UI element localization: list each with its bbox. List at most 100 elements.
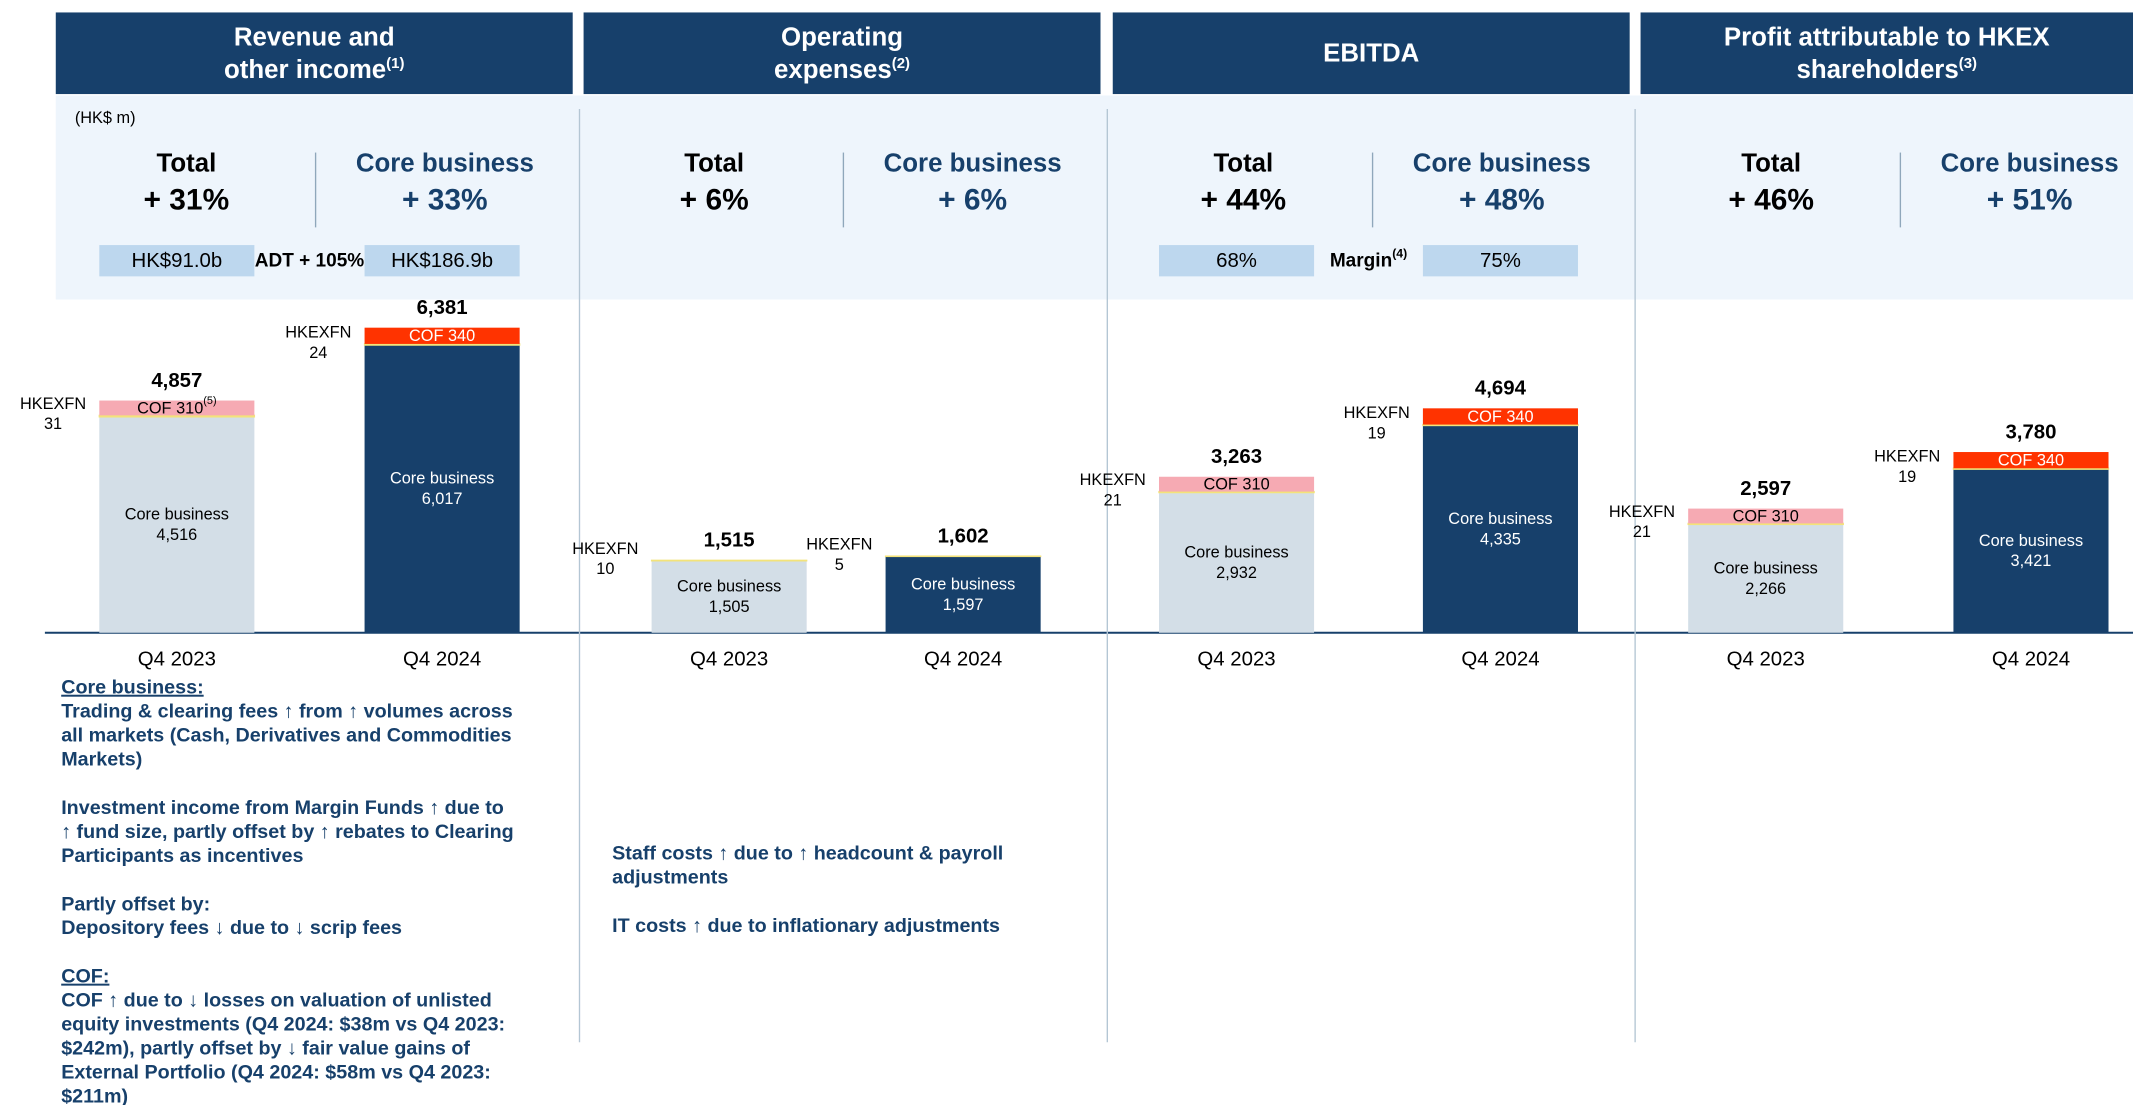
comparison-box [1159, 245, 1315, 277]
x-tick-label: Q4 2023 [138, 648, 216, 670]
total-label: 6,381 [417, 297, 468, 319]
bar-segment [364, 327, 520, 344]
segment-label: COF 340 [1998, 452, 2064, 470]
bar-segment [1688, 508, 1844, 524]
note-line: IT costs ↑ due to inflationary adjustmen… [612, 915, 1000, 937]
segment-name: COF [1203, 476, 1237, 494]
segment-value: 1,597 [943, 596, 984, 614]
segment-label: COF 310 [1733, 508, 1799, 526]
segment-label: COF 340 [1467, 408, 1533, 426]
comparison-label: Margin(4) [1330, 247, 1407, 272]
note-heading: COF: [61, 966, 109, 988]
note-line: External Portfolio (Q4 2024: $58m vs Q4 … [61, 1061, 491, 1083]
hkexfn-value: 19 [1898, 468, 1916, 486]
hkexfn-value: 24 [309, 344, 327, 362]
hkexfn-label: HKEXFN [806, 536, 872, 554]
note-line: Markets) [61, 749, 142, 771]
total-label: 4,694 [1475, 378, 1527, 400]
note-line: equity investments (Q4 2024: $38m vs Q4 … [61, 1014, 505, 1036]
segment-name: COF [1733, 508, 1767, 526]
segment-label: COF 340 [409, 327, 475, 345]
footnote-ref: (1) [386, 55, 404, 72]
segment-value: 340 [448, 327, 475, 345]
x-tick-label: Q4 2024 [1461, 648, 1539, 670]
segment-value: 4,516 [156, 526, 197, 544]
panel-title: shareholders(3) [1797, 55, 1978, 84]
metric-value: + 44% [1201, 183, 1287, 216]
segment-value: 6,017 [422, 490, 463, 508]
footnote-ref: (3) [1959, 55, 1977, 72]
footnote-ref: (2) [892, 55, 910, 72]
segment-name: COF [1998, 452, 2032, 470]
hkexfn-value: 21 [1633, 523, 1651, 541]
metric-value: + 33% [402, 183, 488, 216]
hkexfn-value: 10 [596, 560, 614, 578]
segment-name: COF [409, 327, 443, 345]
metric-value: + 31% [144, 183, 230, 216]
segment-value: 2,932 [1216, 564, 1257, 582]
note-line: Investment income from Margin Funds ↑ du… [61, 797, 504, 819]
total-label: 3,780 [2005, 421, 2056, 443]
panel-title-line: Profit attributable to HKEX [1724, 23, 2050, 51]
segment-value: 1,505 [709, 598, 750, 616]
hkexfn-label: HKEXFN [1874, 448, 1940, 466]
note-line: ↑ fund size, partly offset by ↑ rebates … [61, 821, 514, 843]
unit-label: (HK$ m) [75, 109, 136, 127]
segment-label: Core business [1979, 532, 2083, 550]
comparison-box [1422, 245, 1578, 277]
metric-label: Total [1213, 150, 1273, 178]
metric-value: + 48% [1459, 183, 1545, 216]
segment-value: 310 [176, 400, 203, 418]
bar-segment [99, 400, 255, 416]
panel-header [583, 12, 1101, 95]
segment-value: 340 [1506, 408, 1533, 426]
comparison-box [99, 245, 255, 277]
note-line: Depository fees ↓ due to ↓ scrip fees [61, 917, 402, 939]
segment-label: Core business [1448, 510, 1552, 528]
total-label: 1,515 [704, 530, 755, 552]
comparison-box [364, 245, 520, 277]
hkexfn-value: 21 [1104, 491, 1122, 509]
note-line: Participants as incentives [61, 845, 303, 867]
note-heading: Core business: [61, 677, 203, 699]
comparison-value: 68% [1216, 250, 1257, 272]
x-tick-label: Q4 2023 [1727, 648, 1805, 670]
total-label: 3,263 [1211, 446, 1262, 468]
note-line: $211m) [61, 1085, 128, 1105]
bar-segment [364, 345, 520, 633]
note-line: Partly offset by: [61, 893, 210, 915]
panel-title: Revenue and [234, 23, 395, 51]
panel-title-line: Revenue and [234, 23, 395, 51]
note-line: $242m), partly offset by ↓ fair value ga… [61, 1037, 470, 1059]
hkexfn-label: HKEXFN [572, 540, 638, 558]
x-tick-label: Q4 2023 [690, 648, 768, 670]
segment-label: COF 310(5) [137, 395, 217, 418]
panel-title: Profit attributable to HKEX [1724, 23, 2050, 51]
panel-title-line: expenses [774, 56, 892, 84]
bar-segment [885, 556, 1041, 633]
bar-segment [1422, 408, 1578, 425]
x-tick-label: Q4 2023 [1197, 648, 1275, 670]
panel-header [1640, 12, 2133, 95]
segment-value: 3,421 [2011, 552, 2052, 570]
bar-segment [1159, 492, 1315, 633]
metric-label: Core business [884, 150, 1062, 178]
panel-title: EBITDA [1323, 39, 1419, 67]
bar-segment [1953, 452, 2109, 469]
segment-value: 310 [1772, 508, 1799, 526]
metric-value: + 6% [680, 183, 749, 216]
footnote-ref: (5) [203, 395, 216, 407]
segment-label: Core business [390, 470, 494, 488]
x-tick-label: Q4 2024 [403, 648, 481, 670]
panel-title-line: shareholders [1797, 56, 1959, 84]
hkexfn-value: 19 [1368, 424, 1386, 442]
comparison-value: HK$91.0b [131, 250, 222, 272]
metric-label: Core business [356, 150, 534, 178]
comparison-label-text: Margin [1330, 250, 1392, 271]
segment-value: 310 [1242, 476, 1269, 494]
bar-segment [99, 416, 255, 633]
x-tick-label: Q4 2024 [924, 648, 1002, 670]
segment-label: Core business [677, 578, 781, 596]
x-tick-label: Q4 2024 [1992, 648, 2070, 670]
footnote-ref: (4) [1392, 247, 1407, 261]
